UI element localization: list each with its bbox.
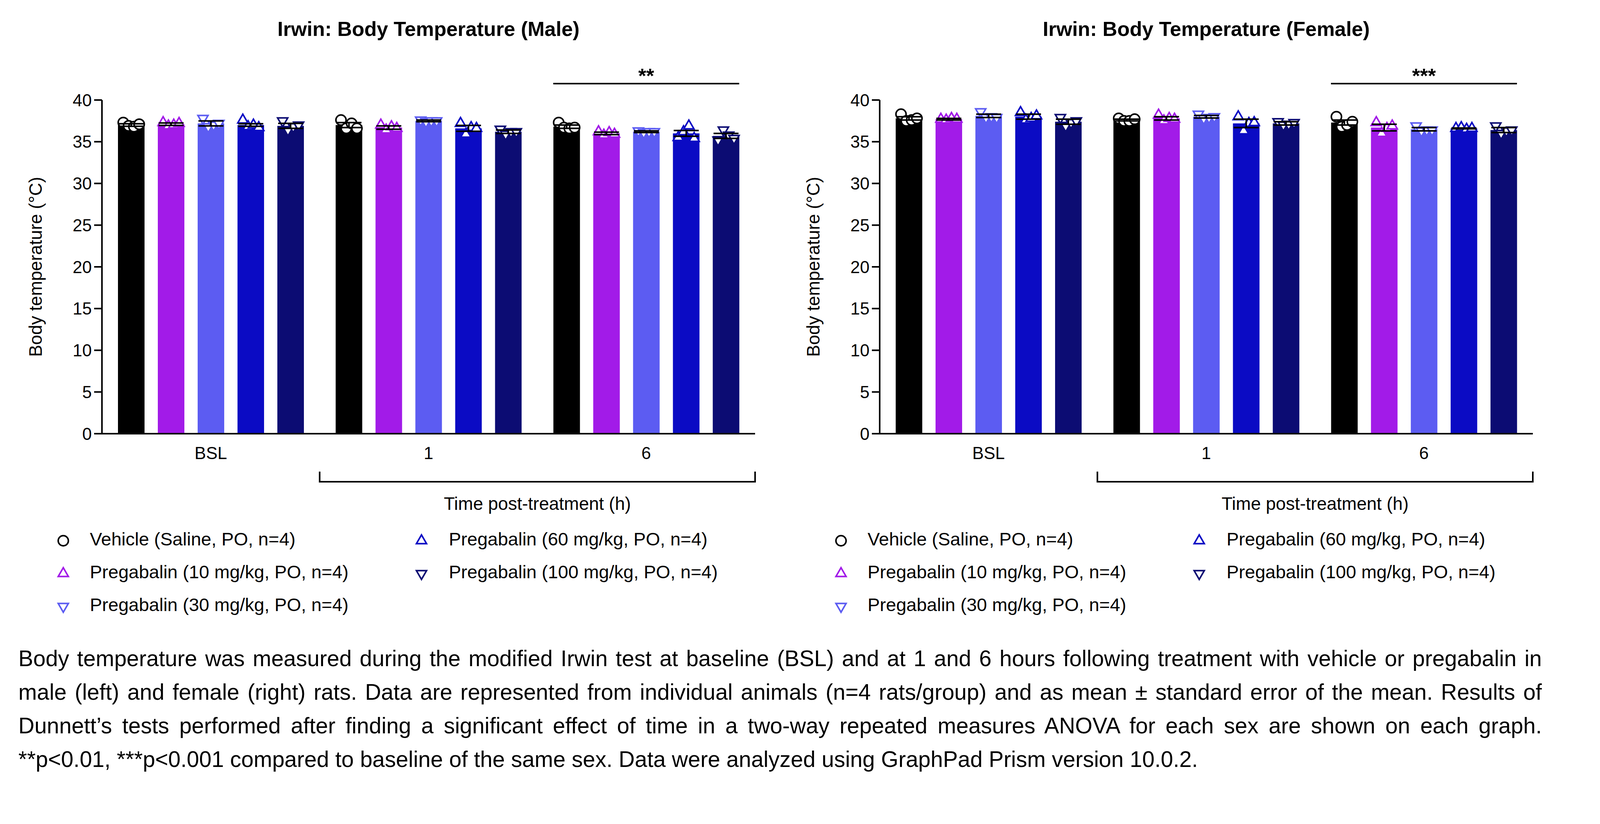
svg-text:6: 6	[641, 443, 651, 463]
svg-text:***: ***	[1412, 64, 1436, 88]
svg-text:Pregabalin (60 mg/kg, PO, n=4): Pregabalin (60 mg/kg, PO, n=4)	[1226, 528, 1486, 550]
svg-text:Pregabalin (30 mg/kg, PO, n=4): Pregabalin (30 mg/kg, PO, n=4)	[867, 594, 1127, 615]
svg-text:Irwin: Body Temperature (Male): Irwin: Body Temperature (Male)	[277, 17, 580, 41]
svg-text:0: 0	[860, 424, 870, 444]
svg-text:1: 1	[1201, 443, 1211, 463]
svg-text:15: 15	[72, 298, 92, 318]
svg-text:Pregabalin (100 mg/kg, PO, n=4: Pregabalin (100 mg/kg, PO, n=4)	[448, 561, 718, 583]
svg-text:0: 0	[82, 424, 92, 444]
svg-text:Vehicle (Saline, PO, n=4): Vehicle (Saline, PO, n=4)	[89, 528, 296, 550]
svg-text:Vehicle (Saline, PO, n=4): Vehicle (Saline, PO, n=4)	[867, 528, 1074, 550]
svg-text:6: 6	[1419, 443, 1429, 463]
svg-text:20: 20	[72, 257, 92, 277]
svg-text:10: 10	[850, 340, 870, 360]
svg-text:Irwin: Body Temperature (Femal: Irwin: Body Temperature (Female)	[1042, 17, 1370, 41]
svg-text:Body temperature (°C): Body temperature (°C)	[25, 176, 46, 358]
svg-text:15: 15	[850, 298, 870, 318]
svg-text:Time post-treatment (h): Time post-treatment (h)	[443, 493, 631, 514]
svg-text:35: 35	[72, 132, 92, 152]
svg-text:Pregabalin (30 mg/kg, PO, n=4): Pregabalin (30 mg/kg, PO, n=4)	[89, 594, 349, 615]
svg-text:Pregabalin (10 mg/kg, PO, n=4): Pregabalin (10 mg/kg, PO, n=4)	[89, 561, 349, 583]
svg-text:5: 5	[860, 382, 870, 402]
svg-text:40: 40	[72, 90, 92, 110]
svg-text:Pregabalin (60 mg/kg, PO, n=4): Pregabalin (60 mg/kg, PO, n=4)	[448, 528, 708, 550]
svg-text:BSL: BSL	[972, 443, 1005, 463]
svg-text:30: 30	[72, 173, 92, 193]
svg-text:5: 5	[82, 382, 92, 402]
html-text:Body temperature was measured: Body temperature was measured during the…	[18, 645, 1542, 772]
svg-text:BSL: BSL	[194, 443, 227, 463]
svg-text:20: 20	[850, 257, 870, 277]
svg-text:30: 30	[850, 173, 870, 193]
svg-text:Body temperature (°C): Body temperature (°C)	[803, 176, 824, 358]
svg-text:10: 10	[72, 340, 92, 360]
svg-text:40: 40	[850, 90, 870, 110]
svg-text:**: **	[638, 64, 655, 88]
svg-text:35: 35	[850, 132, 870, 152]
svg-text:25: 25	[72, 215, 92, 235]
svg-text:Pregabalin (100 mg/kg, PO, n=4: Pregabalin (100 mg/kg, PO, n=4)	[1226, 561, 1496, 583]
svg-text:25: 25	[850, 215, 870, 235]
svg-text:Time post-treatment (h): Time post-treatment (h)	[1221, 493, 1409, 514]
svg-text:1: 1	[423, 443, 434, 463]
svg-text:Pregabalin (10 mg/kg, PO, n=4): Pregabalin (10 mg/kg, PO, n=4)	[867, 561, 1127, 583]
